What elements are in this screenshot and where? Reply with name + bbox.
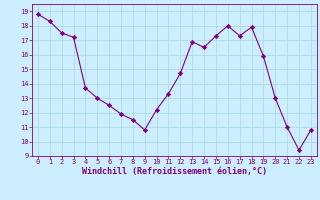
X-axis label: Windchill (Refroidissement éolien,°C): Windchill (Refroidissement éolien,°C) bbox=[82, 167, 267, 176]
